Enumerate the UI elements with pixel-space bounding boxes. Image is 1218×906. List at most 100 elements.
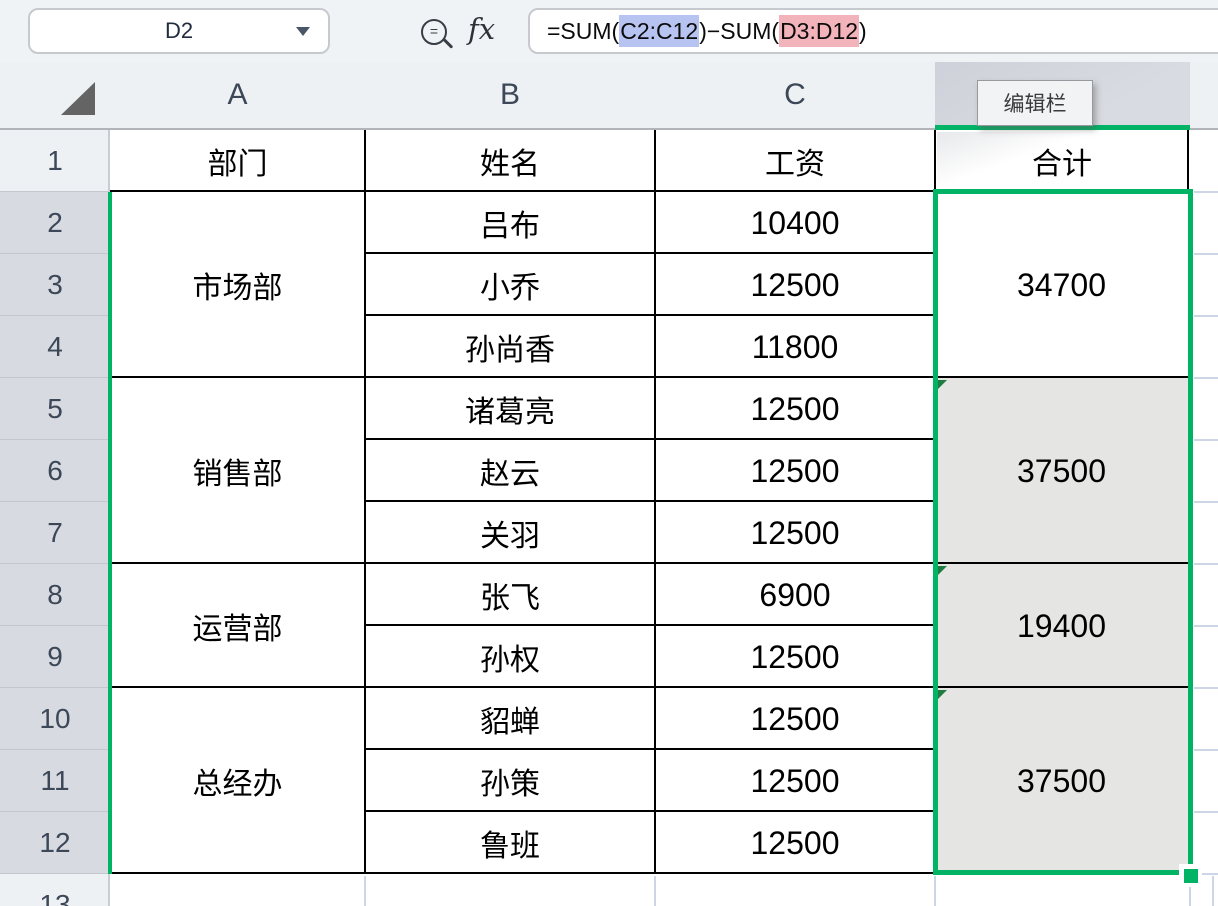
cell-b1[interactable]: 姓名 <box>365 130 655 192</box>
table-border <box>110 686 1189 688</box>
cell-d10-d12-merged[interactable]: 37500 <box>935 688 1188 874</box>
column-header-f-sliver <box>1214 62 1218 128</box>
cell-a8-a9-merged[interactable]: 运营部 <box>110 564 365 688</box>
formula-bar[interactable]: =SUM(C2:C12)−SUM(D3:D12) <box>528 8 1218 54</box>
row-header-7[interactable]: 7 <box>0 502 110 564</box>
cell-b12[interactable]: 鲁班 <box>365 812 655 874</box>
total-1-text: 34700 <box>1017 266 1106 303</box>
column-header-a-label: A <box>227 78 248 111</box>
cell-c1[interactable]: 工资 <box>655 130 935 192</box>
row-header-1[interactable]: 1 <box>0 130 110 192</box>
cell-c9-text: 12500 <box>750 638 840 675</box>
cell-d1[interactable]: 合计 <box>937 132 1187 190</box>
row-header-5[interactable]: 5 <box>0 378 110 440</box>
cell-a10-a12-merged[interactable]: 总经办 <box>110 688 365 874</box>
chevron-down-icon[interactable] <box>296 27 310 36</box>
formula-range1-highlight: C2:C12 <box>619 15 700 47</box>
cell-c6[interactable]: 12500 <box>655 440 935 502</box>
cell-a5-a7-merged[interactable]: 销售部 <box>110 378 365 564</box>
cell-b7-text: 关羽 <box>480 520 540 553</box>
cell-c11[interactable]: 12500 <box>655 750 935 812</box>
table-border <box>110 190 936 192</box>
row-header-3-label: 3 <box>47 268 63 300</box>
cell-b11[interactable]: 孙策 <box>365 750 655 812</box>
row-header-6[interactable]: 6 <box>0 440 110 502</box>
cell-a1-text: 部门 <box>207 148 268 181</box>
column-header-b-label: B <box>499 78 520 111</box>
table-border <box>654 130 656 874</box>
formula-flag-icon <box>938 690 947 699</box>
cell-d8-d9-merged[interactable]: 19400 <box>935 564 1188 688</box>
table-border <box>364 500 936 502</box>
cell-c9[interactable]: 12500 <box>655 626 935 688</box>
cell-c4-text: 11800 <box>751 328 839 365</box>
row-header-12[interactable]: 12 <box>0 812 110 874</box>
cell-b2[interactable]: 吕布 <box>365 192 655 254</box>
cell-b4[interactable]: 孙尚香 <box>365 316 655 378</box>
column-header-c[interactable]: C <box>655 62 936 128</box>
gridline <box>1194 625 1218 627</box>
tooltip-text: 编辑栏 <box>1003 93 1067 116</box>
column-header-a[interactable]: A <box>110 62 366 128</box>
cell-c7[interactable]: 12500 <box>655 502 935 564</box>
row-header-13[interactable]: 13 <box>0 874 110 906</box>
row-header-4[interactable]: 4 <box>0 316 110 378</box>
cell-a1[interactable]: 部门 <box>110 130 365 192</box>
cell-c3[interactable]: 12500 <box>655 254 935 316</box>
gridline <box>1194 687 1218 689</box>
cell-c12[interactable]: 12500 <box>655 812 935 874</box>
total-2-text: 37500 <box>1017 452 1106 489</box>
table-border <box>364 252 936 254</box>
cell-a2-a4-merged[interactable]: 市场部 <box>110 192 365 378</box>
cell-b3-text: 小乔 <box>480 272 540 305</box>
gridline <box>654 876 656 906</box>
row-header-8[interactable]: 8 <box>0 564 110 626</box>
cell-b5[interactable]: 诸葛亮 <box>365 378 655 440</box>
select-all-corner[interactable] <box>0 62 111 128</box>
row-header-9[interactable]: 9 <box>0 626 110 688</box>
selection-border-right <box>1188 189 1193 875</box>
cell-c10-text: 12500 <box>750 700 840 737</box>
row-header-3[interactable]: 3 <box>0 254 110 316</box>
formula-range2-highlight: D3:D12 <box>779 15 860 47</box>
cell-c4[interactable]: 11800 <box>655 316 935 378</box>
column-header-e[interactable] <box>1190 62 1215 128</box>
cell-b10-text: 貂蝉 <box>480 706 540 739</box>
name-box[interactable]: D2 <box>28 8 330 54</box>
cell-d2-d4-merged-active[interactable]: 34700 <box>935 192 1188 378</box>
cell-b5-text: 诸葛亮 <box>465 396 555 429</box>
cell-c2[interactable]: 10400 <box>655 192 935 254</box>
cell-c7-text: 12500 <box>750 514 840 551</box>
dept-1-text: 市场部 <box>192 272 283 305</box>
gridline <box>1189 876 1191 906</box>
insert-function-icon[interactable]: fx <box>468 12 496 46</box>
name-box-value[interactable]: D2 <box>164 18 194 43</box>
cell-d5-d7-merged[interactable]: 37500 <box>935 378 1188 564</box>
cell-b7[interactable]: 关羽 <box>365 502 655 564</box>
cell-c2-text: 10400 <box>750 204 840 241</box>
cell-b8[interactable]: 张飞 <box>365 564 655 626</box>
cell-c8[interactable]: 6900 <box>655 564 935 626</box>
cell-b3[interactable]: 小乔 <box>365 254 655 316</box>
selection-border-left <box>933 189 938 875</box>
gridline <box>1212 876 1214 906</box>
fill-handle[interactable] <box>1184 869 1198 883</box>
row-header-2[interactable]: 2 <box>0 192 110 254</box>
zoom-equals-glyph: = <box>429 23 439 39</box>
column-header-b[interactable]: B <box>365 62 656 128</box>
cell-b10[interactable]: 貂蝉 <box>365 688 655 750</box>
row-header-13-label: 13 <box>39 888 71 906</box>
zoom-formula-bar-icon[interactable]: = <box>421 19 447 45</box>
dept-4-text: 总经办 <box>192 768 283 801</box>
row-header-12-label: 12 <box>39 826 71 858</box>
row-header-10[interactable]: 10 <box>0 688 110 750</box>
cell-c5[interactable]: 12500 <box>655 378 935 440</box>
cell-c10[interactable]: 12500 <box>655 688 935 750</box>
cell-b9[interactable]: 孙权 <box>365 626 655 688</box>
select-all-triangle-icon <box>61 82 95 115</box>
row-header-8-label: 8 <box>47 578 63 610</box>
cell-b6[interactable]: 赵云 <box>365 440 655 502</box>
row-header-11[interactable]: 11 <box>0 750 110 812</box>
formula-text[interactable]: =SUM(C2:C12)−SUM(D3:D12) <box>547 10 867 52</box>
